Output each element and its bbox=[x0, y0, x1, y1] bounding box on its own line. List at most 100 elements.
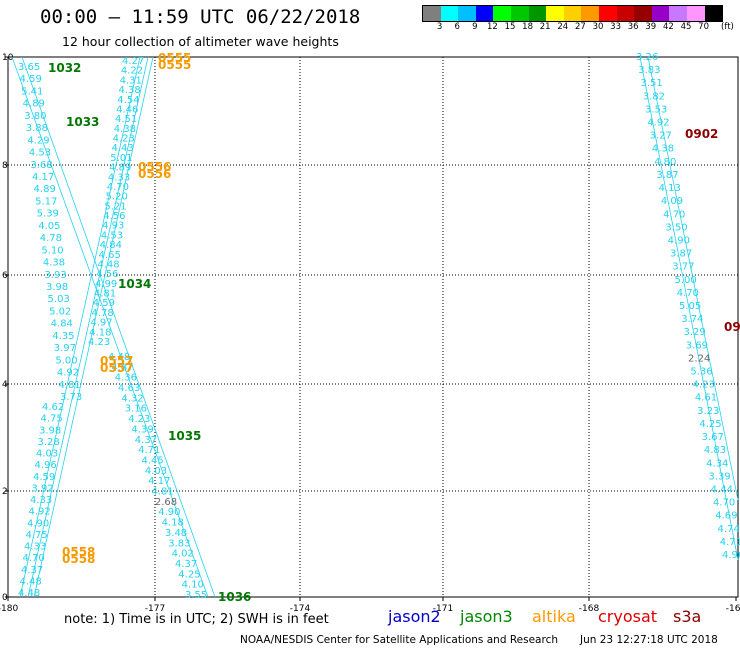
color-swatch bbox=[669, 6, 687, 21]
swh-value-label: 4.54 bbox=[117, 95, 139, 106]
legend-entry-cryosat: cryosat bbox=[598, 607, 658, 626]
swh-value-label: 3.98 bbox=[39, 425, 61, 436]
swh-value-label: 3.50 bbox=[665, 222, 687, 233]
swh-value-label: 4.90 bbox=[158, 507, 180, 518]
swh-value-label: 4.59 bbox=[93, 298, 115, 309]
color-scale-label: 30 bbox=[592, 22, 604, 32]
color-scale-label: 39 bbox=[645, 22, 657, 32]
swh-value-label: 3.39 bbox=[708, 471, 730, 482]
swh-value-label: 4.84 bbox=[51, 319, 73, 330]
color-scale-label: 27 bbox=[574, 22, 586, 32]
swh-value-label: 4.23 bbox=[88, 337, 110, 348]
satellite-track bbox=[647, 56, 739, 501]
color-scale-label: 18 bbox=[522, 22, 534, 32]
swh-value-label: 4.44 bbox=[711, 484, 733, 495]
y-tick-label: 4 bbox=[2, 380, 8, 390]
color-scale-label: 36 bbox=[627, 22, 639, 32]
pass-time-label: 09 bbox=[724, 320, 740, 334]
swh-value-label: 3.82 bbox=[643, 91, 665, 102]
footnote: note: 1) Time is in UTC; 2) SWH is in fe… bbox=[64, 612, 329, 627]
swh-value-label: 5.36 bbox=[690, 367, 712, 378]
swh-value-label: 3.92 bbox=[32, 483, 54, 494]
color-swatch bbox=[440, 6, 459, 21]
color-swatch bbox=[423, 6, 441, 21]
y-tick-label: 0 bbox=[2, 593, 8, 603]
swh-value-label: 3.23 bbox=[697, 406, 719, 417]
swh-value-label: 3.48 bbox=[165, 528, 187, 539]
color-scale-label: 9 bbox=[472, 22, 478, 32]
pass-time-label-shadow: 0557 bbox=[100, 361, 133, 375]
swh-value-label: 4.35 bbox=[52, 331, 74, 342]
swh-value-label: 4.31 bbox=[120, 75, 142, 86]
swh-value-label: 4.90 bbox=[27, 518, 49, 529]
swh-value-label: 4.48 bbox=[20, 576, 42, 587]
swh-value-label: 3.65 bbox=[18, 62, 40, 73]
swh-value-label: 4.87 bbox=[111, 362, 133, 373]
color-swatch bbox=[704, 6, 723, 21]
swh-value-label: 3.88 bbox=[26, 123, 48, 134]
swh-value-label: 4.38 bbox=[114, 124, 136, 135]
color-scale-bar bbox=[422, 5, 724, 22]
swh-value-label: 4.09 bbox=[661, 196, 683, 207]
satellite-track bbox=[21, 56, 216, 598]
swh-value-label: 4.33 bbox=[30, 495, 52, 506]
color-swatch bbox=[598, 6, 617, 21]
swh-value-label: 4.89 bbox=[34, 184, 56, 195]
swh-value-label: 3.55 bbox=[185, 590, 207, 601]
swh-value-label: 4.23 bbox=[693, 380, 715, 391]
swh-value-label: 3.87 bbox=[656, 170, 678, 181]
color-swatch bbox=[458, 6, 476, 21]
color-swatch bbox=[651, 6, 670, 21]
page-title: 00:00 – 11:59 UTC 06/22/2018 bbox=[40, 6, 361, 28]
color-scale-label: 12 bbox=[486, 22, 498, 32]
swh-value-label: 4.53 bbox=[101, 230, 123, 241]
swh-value-label: 3.80 bbox=[24, 111, 46, 122]
x-tick-label: -165 bbox=[726, 604, 740, 614]
swh-value-label: 4.10 bbox=[182, 580, 204, 591]
y-tick-label: 8 bbox=[2, 161, 8, 171]
swh-value-label: 3.27 bbox=[650, 131, 672, 142]
generated-timestamp: Jun 23 12:27:18 UTC 2018 bbox=[580, 634, 718, 646]
swh-value-label: 3.67 bbox=[702, 432, 724, 443]
swh-value-label: 4.05 bbox=[38, 221, 60, 232]
swh-value-label: 5.20 bbox=[106, 192, 128, 203]
satellite-track bbox=[19, 56, 141, 598]
swh-value-label: 5.05 bbox=[679, 301, 701, 312]
y-tick-label: 6 bbox=[2, 271, 8, 281]
swh-value-label: 3.29 bbox=[684, 327, 706, 338]
swh-value-label: 3.73 bbox=[60, 392, 82, 403]
swh-value-label: 4.23 bbox=[128, 414, 150, 425]
swh-value-label: 4.18 bbox=[89, 327, 111, 338]
pass-time-label-shadow: 0555 bbox=[158, 58, 191, 72]
x-tick-label: -168 bbox=[579, 604, 600, 614]
swh-value-label: 4.92 bbox=[29, 507, 51, 518]
color-scale-label: 6 bbox=[454, 22, 460, 32]
swh-value-label: 4.70 bbox=[107, 182, 129, 193]
swh-value-label: 4.65 bbox=[99, 250, 121, 261]
swh-value-label: 4.99 bbox=[95, 279, 117, 290]
swh-value-label: 4.46 bbox=[116, 104, 138, 115]
swh-value-label: 4.38 bbox=[43, 258, 65, 269]
swh-value-label: 3.97 bbox=[54, 343, 76, 354]
pass-time-label-shadow: 0558 bbox=[62, 552, 95, 566]
swh-value-label: 4.92 bbox=[647, 118, 669, 129]
swh-value-label: 4.38 bbox=[652, 144, 674, 155]
swh-value-label: 4.02 bbox=[172, 549, 194, 560]
swh-value-label: 4.81 bbox=[152, 487, 174, 498]
swh-value-label: 4.33 bbox=[24, 542, 46, 553]
swh-value-label: 4.29 bbox=[27, 135, 49, 146]
pass-time-label: 1032 bbox=[48, 61, 81, 75]
color-scale-label: 15 bbox=[504, 22, 516, 32]
legend-entry-jason3: jason3 bbox=[460, 607, 513, 626]
pass-time-label: 1035 bbox=[168, 429, 201, 443]
swh-value-label: 4.80 bbox=[654, 157, 676, 168]
color-scale-label: 45 bbox=[680, 22, 692, 32]
satellite-track bbox=[27, 56, 149, 598]
swh-value-label: 4.56 bbox=[96, 269, 118, 280]
swh-value-label: 4.25 bbox=[699, 419, 721, 430]
x-tick-label: -174 bbox=[290, 604, 311, 614]
x-tick-label: -177 bbox=[145, 604, 165, 614]
swh-value-label: 4.83 bbox=[704, 445, 726, 456]
swh-value-label: 4.59 bbox=[20, 74, 42, 85]
